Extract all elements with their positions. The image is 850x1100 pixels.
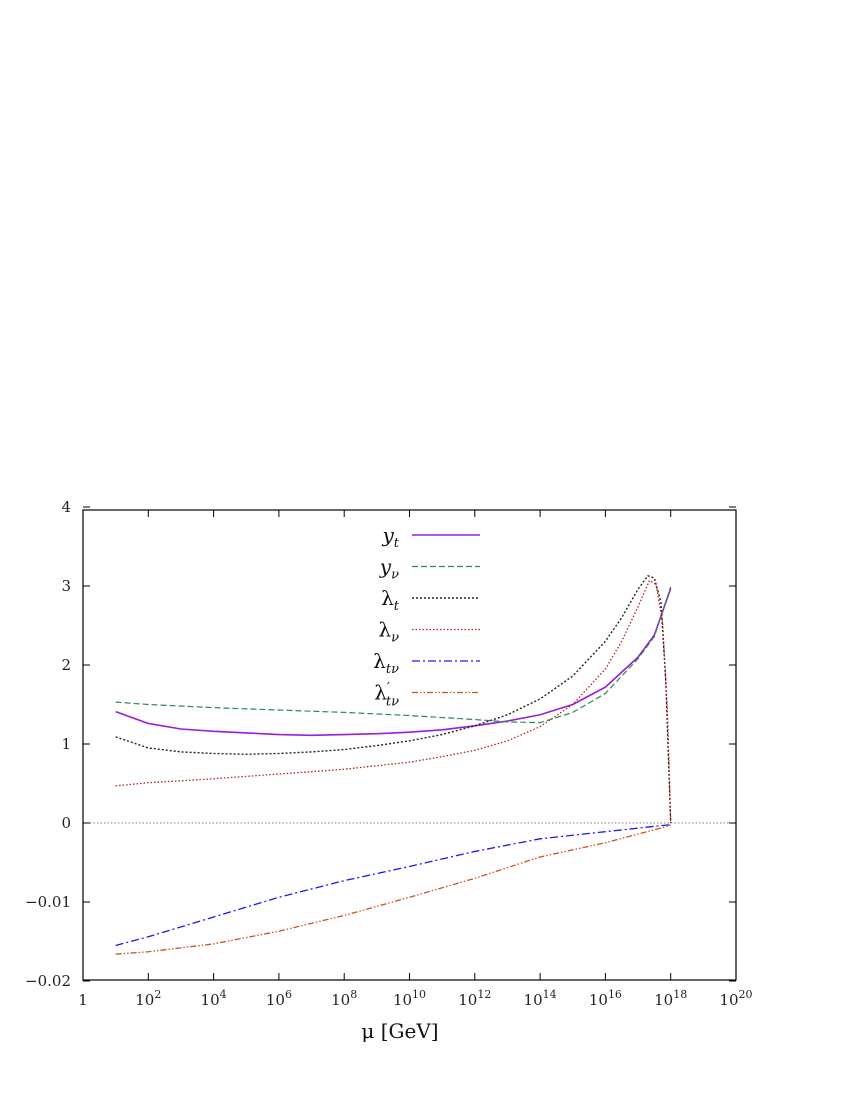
x-tick-label: 108 bbox=[331, 988, 357, 1009]
y-tick-label: 3 bbox=[61, 577, 71, 595]
x-tick-label: 1014 bbox=[524, 988, 557, 1009]
y-tick-label: 4 bbox=[61, 498, 71, 516]
x-tick-label: 1018 bbox=[654, 988, 687, 1009]
legend-label-2: λt bbox=[381, 586, 400, 614]
y-tick-label: 0 bbox=[61, 814, 71, 832]
y-tick-label: −0.01 bbox=[25, 893, 71, 911]
legend-label-1: yν bbox=[379, 555, 399, 583]
series-line-1 bbox=[115, 586, 672, 724]
x-tick-label: 1010 bbox=[393, 988, 426, 1009]
plot-frame bbox=[82, 509, 737, 981]
series-line-5 bbox=[115, 824, 671, 955]
y-tick-label: 2 bbox=[61, 656, 71, 674]
y-tick-label: 1 bbox=[61, 735, 71, 753]
series-line-2 bbox=[115, 575, 672, 824]
x-tick-label: 1016 bbox=[589, 988, 622, 1009]
series-line-4 bbox=[115, 823, 671, 947]
x-axis-title: μ [GeV] bbox=[361, 1019, 438, 1043]
x-tick-label: 1 bbox=[78, 991, 88, 1009]
series-line-3 bbox=[115, 579, 672, 824]
x-tick-label: 102 bbox=[135, 988, 161, 1009]
x-tick-label: 104 bbox=[201, 988, 227, 1009]
legend-label-4: λtν bbox=[373, 649, 399, 677]
x-tick-label: 1020 bbox=[719, 988, 752, 1009]
ticks-layer: 4 3 2 1 0 −0.01 −0.02 1 102 104 106 108 1010 1012 1014… bbox=[25, 498, 753, 1009]
y-tick-label: −0.02 bbox=[25, 972, 71, 990]
legend-label-3: λν bbox=[378, 618, 399, 646]
legend-label-0: yt bbox=[381, 523, 399, 551]
series-layer bbox=[115, 575, 672, 955]
x-tick-label: 106 bbox=[266, 988, 292, 1009]
legend-label-5: λ′ tν bbox=[374, 681, 399, 710]
x-tick-label: 1012 bbox=[458, 988, 491, 1009]
legend: yt yν λt λν λtν λ′ tν bbox=[373, 523, 480, 710]
series-line-0 bbox=[115, 588, 672, 737]
